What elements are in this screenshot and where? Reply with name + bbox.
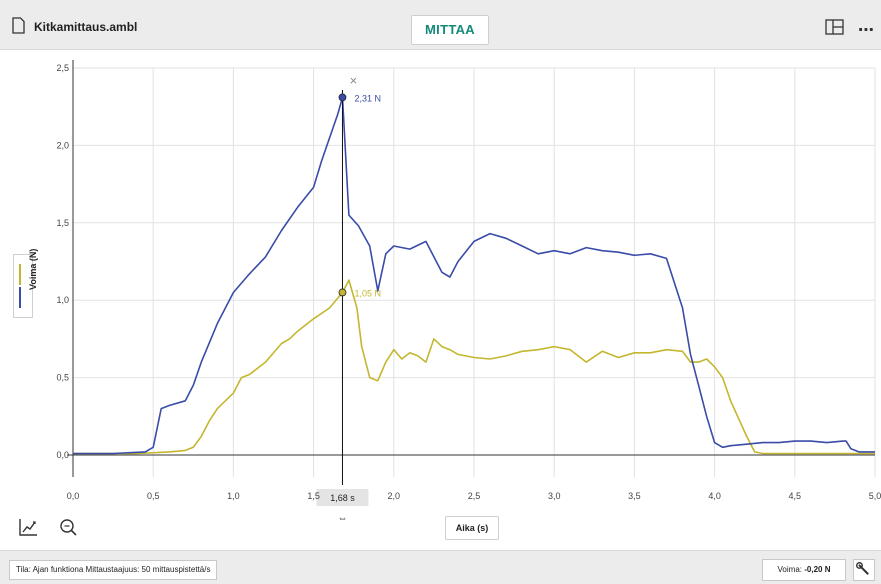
y-tick-label: 2,5 <box>56 63 69 73</box>
cursor-point <box>338 93 347 102</box>
y-axis-label-box[interactable] <box>13 254 33 318</box>
cursor-time-label: 1,68 s <box>330 493 355 503</box>
chart-ticks: 0,0 0,5 1,0 1,5 2,0 2,5 3,0 3,5 4,0 4,5 5,0 0,0 0,5 1… <box>56 63 881 501</box>
graph-tool-icon[interactable] <box>16 516 40 538</box>
x-tick-label: 2,0 <box>388 491 401 501</box>
status-info[interactable]: Tila: Ajan funktiona Mittaustaajuus: 50 … <box>9 560 218 580</box>
cursor-point <box>338 288 347 297</box>
layout-icon[interactable] <box>825 19 844 35</box>
x-tick-label: 2,5 <box>468 491 481 501</box>
series-line <box>73 279 875 455</box>
x-tick-label: 5,0 <box>869 491 881 501</box>
drag-handle-icon: ⇔ <box>337 513 347 524</box>
x-tick-label: 1,5 <box>307 491 320 501</box>
file-icon <box>12 17 25 34</box>
cursor-value-label: 2,31 N <box>354 93 381 103</box>
chart-grid <box>73 67 876 477</box>
series-line <box>73 96 875 455</box>
cursor-value-label: 1,05 N <box>354 288 381 298</box>
x-tick-label: 3,5 <box>628 491 641 501</box>
y-tick-label: 0,5 <box>56 373 69 383</box>
series-swatch-blue <box>19 287 21 308</box>
force-time-chart[interactable]: × 1,68 s ⇔ 2,31 N 1,05 N 0,0 0,5 1,0 1,5 2,0 2,5 3… <box>0 50 881 550</box>
y-tick-label: 0,0 <box>56 450 69 460</box>
zoom-icon[interactable] <box>56 516 80 538</box>
y-axis-label: Voima (N) <box>28 248 38 290</box>
chart-cursor[interactable]: × 1,68 s ⇔ 2,31 N 1,05 N <box>316 73 381 524</box>
x-tick-label: 3,0 <box>548 491 561 501</box>
series-swatch-yellow <box>19 264 21 285</box>
y-tick-label: 1,0 <box>56 295 69 305</box>
top-bar: Kitkamittaus.ambl MITTAA ⋯ <box>0 0 881 50</box>
x-tick-label: 4,0 <box>708 491 721 501</box>
chart-series <box>73 96 875 455</box>
close-icon: × <box>350 73 358 88</box>
y-tick-label: 1,5 <box>56 218 69 228</box>
x-tick-label: 0,5 <box>147 491 160 501</box>
voima-readout[interactable]: Voima: -0,20 N <box>762 559 846 581</box>
voima-value: -0,20 N <box>804 565 831 574</box>
y-tick-label: 2,0 <box>56 140 69 150</box>
cursor-time-badge <box>316 489 369 506</box>
file-name[interactable]: Kitkamittaus.ambl <box>34 20 138 34</box>
x-tick-label: 0,0 <box>67 491 80 501</box>
more-icon[interactable]: ⋯ <box>858 22 875 39</box>
x-tick-label: 4,5 <box>789 491 802 501</box>
x-axis-label[interactable]: Aika (s) <box>445 516 499 540</box>
x-tick-label: 1,0 <box>227 491 240 501</box>
voima-label: Voima: <box>777 565 802 574</box>
wrench-icon[interactable] <box>853 559 875 581</box>
measure-button[interactable]: MITTAA <box>411 15 489 45</box>
chart-axes <box>67 60 875 477</box>
